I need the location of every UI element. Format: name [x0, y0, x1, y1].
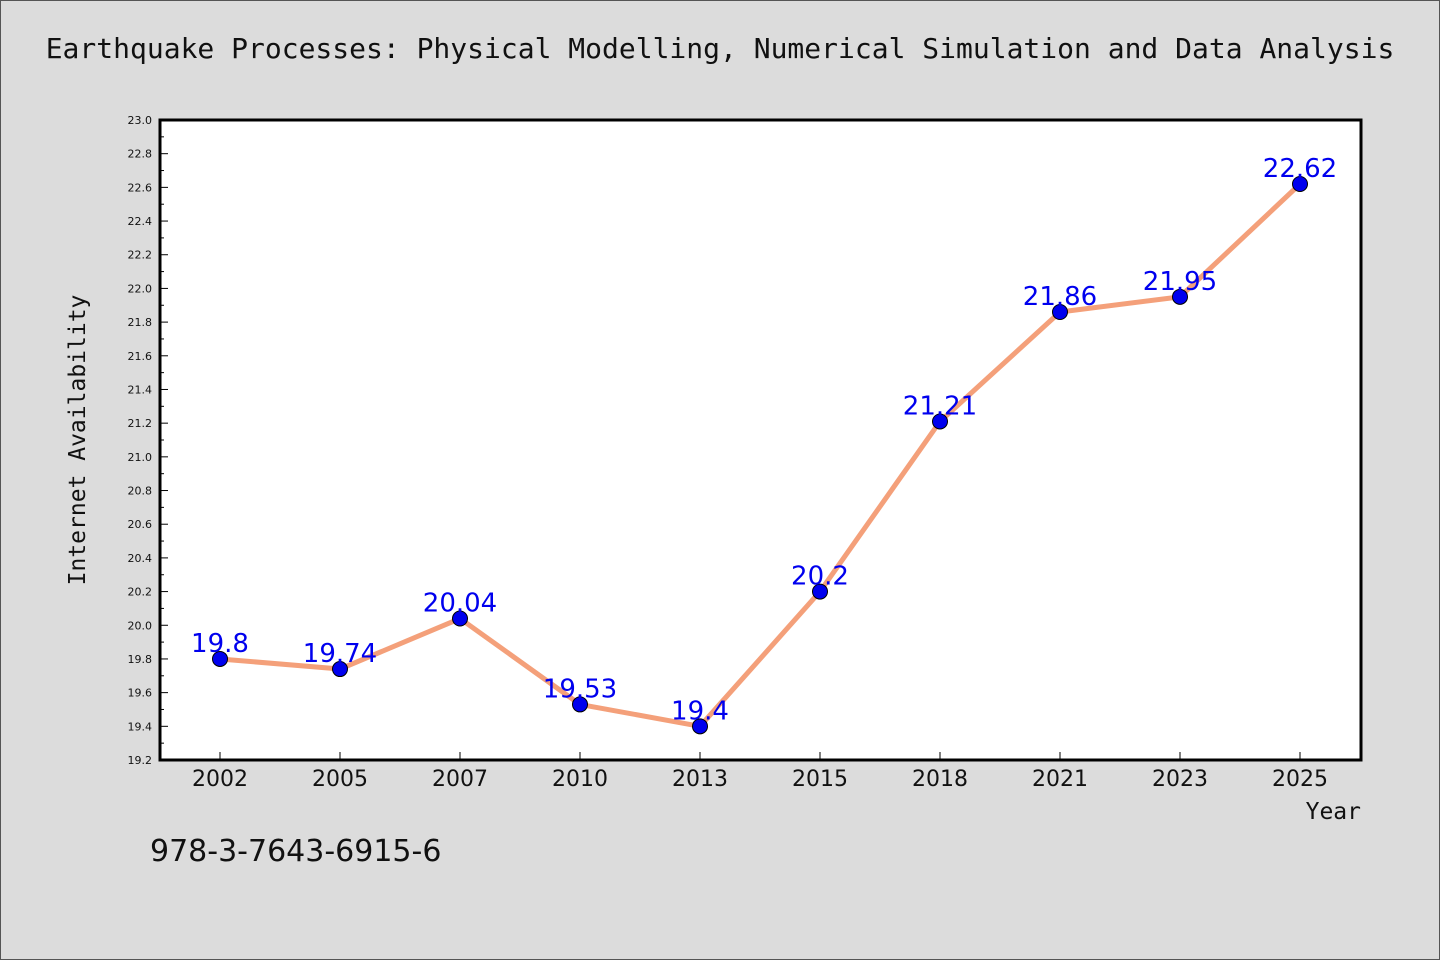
- y-tick-label: 21.0: [128, 451, 153, 464]
- data-label: 19.4: [671, 696, 729, 726]
- y-tick-label: 20.0: [128, 619, 153, 632]
- y-tick-label: 21.4: [128, 383, 153, 396]
- data-point: [1292, 176, 1308, 192]
- data-label: 19.53: [543, 674, 617, 704]
- y-tick-label: 20.8: [128, 485, 153, 498]
- x-tick-label: 2002: [192, 767, 248, 792]
- x-tick-label: 2018: [912, 767, 968, 792]
- data-label: 21.86: [1023, 282, 1097, 312]
- x-tick-label: 2007: [432, 767, 488, 792]
- series-line: [219, 182, 1302, 729]
- y-tick-label: 22.8: [128, 148, 153, 161]
- x-tick-label: 2023: [1152, 767, 1208, 792]
- y-tick-label: 22.6: [128, 181, 153, 194]
- data-label: 20.04: [423, 589, 497, 619]
- x-tick-label: 2025: [1272, 767, 1328, 792]
- y-tick-label: 21.2: [128, 417, 153, 430]
- y-tick-label: 21.8: [128, 316, 153, 329]
- data-point: [332, 661, 348, 678]
- x-tick-label: 2010: [552, 767, 608, 792]
- isbn-text: 978-3-7643-6915-6: [150, 834, 442, 869]
- x-tick-label: 2021: [1032, 767, 1088, 792]
- data-point: [812, 583, 828, 600]
- y-tick-label: 20.2: [128, 586, 153, 599]
- x-axis-ticks: 2002 2005 2007 2010 2013 2015 2018 2021 2023 2025: [192, 752, 1328, 792]
- data-label: 21.21: [903, 391, 977, 421]
- x-tick-label: 2015: [792, 767, 848, 792]
- y-tick-label: 19.8: [128, 653, 153, 666]
- y-axis-label: Internet Availability: [65, 295, 91, 586]
- y-tick-label: 20.6: [128, 518, 153, 531]
- y-tick-label: 21.6: [128, 350, 153, 363]
- y-tick-label: 22.0: [128, 282, 153, 295]
- x-tick-label: 2005: [312, 767, 368, 792]
- y-tick-label: 22.4: [128, 215, 153, 228]
- data-point: [572, 696, 588, 713]
- data-label: 20.2: [791, 562, 849, 592]
- data-point: [452, 610, 468, 627]
- data-label: 21.95: [1143, 267, 1217, 297]
- y-tick-label: 20.4: [128, 552, 153, 565]
- data-label: 22.62: [1263, 154, 1337, 184]
- data-label: 19.8: [191, 629, 249, 659]
- y-tick-label: 19.4: [128, 720, 153, 733]
- x-axis-label: Year: [1306, 799, 1361, 825]
- y-axis-ticks: 19.2 19.4 19.6 19.8 20.0 20.2 20.4 20.6 20.8 21.0…: [128, 114, 168, 767]
- data-point: [1052, 304, 1068, 320]
- data-point: [1172, 288, 1188, 305]
- data-point: [692, 718, 708, 735]
- series-group: 19.8 19.74 20.04 19.53 19.4 20.2 21.21 21.86 21.…: [191, 154, 1337, 735]
- y-tick-label: 23.0: [128, 114, 153, 127]
- data-point: [932, 413, 948, 430]
- y-tick-label: 19.2: [128, 754, 153, 767]
- chart-title: Earthquake Processes: Physical Modelling…: [45, 32, 1395, 65]
- data-label: 19.74: [303, 639, 377, 669]
- y-tick-label: 19.6: [128, 687, 153, 700]
- plot-area: [158, 118, 1363, 762]
- y-tick-label: 22.2: [128, 249, 153, 262]
- x-tick-label: 2013: [672, 767, 728, 792]
- data-point: [212, 650, 228, 667]
